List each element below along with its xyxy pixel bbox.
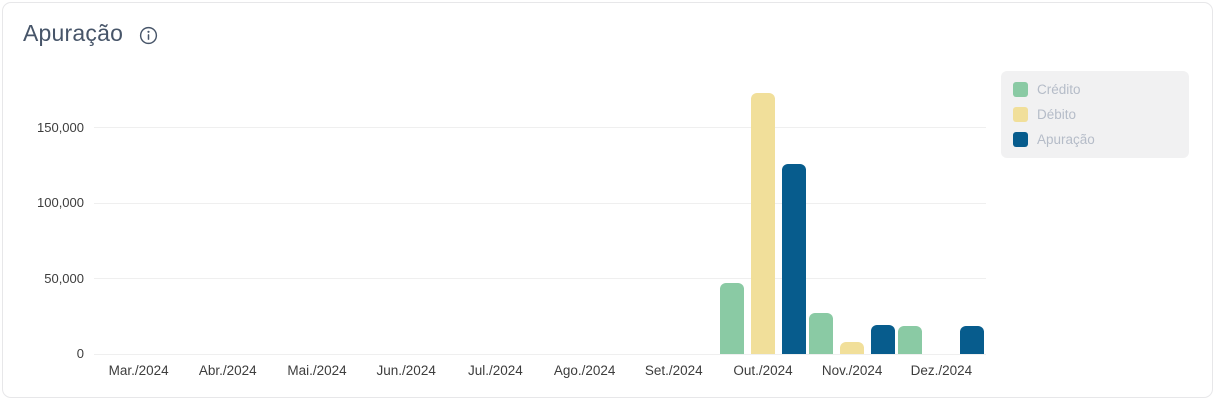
gridline-50,000 [94, 278, 986, 280]
info-icon[interactable] [139, 26, 158, 45]
x-axis-tick-label: Abr./2024 [198, 363, 257, 378]
bar-apuração-Dez./2024[interactable] [960, 326, 985, 354]
x-axis-tick-label: Mai./2024 [287, 363, 347, 378]
legend-item-apuração[interactable]: Apuração [1013, 132, 1177, 147]
x-axis-tick-label: Dez./2024 [910, 363, 973, 378]
y-axis-tick-label: 100,000 [37, 195, 84, 211]
bar-crédito-Out./2024[interactable] [720, 283, 744, 354]
bar-apuração-Out./2024[interactable] [782, 163, 806, 354]
x-axis-tick-label: Set./2024 [644, 363, 703, 378]
legend-item-débito[interactable]: Débito [1013, 107, 1177, 122]
bar-crédito-Dez./2024[interactable] [898, 326, 923, 354]
gridline-100,000 [94, 202, 986, 204]
x-axis-tick-label: Jun./2024 [376, 363, 436, 378]
legend-label: Apuração [1037, 132, 1095, 147]
legend-swatch-icon [1013, 82, 1028, 97]
bar-débito-Out./2024[interactable] [751, 93, 775, 354]
legend-item-crédito[interactable]: Crédito [1013, 82, 1177, 97]
chart-title: Apuração [23, 20, 124, 46]
y-axis-tick-label: 50,000 [44, 270, 84, 286]
bar-débito-Nov./2024[interactable] [840, 341, 865, 354]
bar-crédito-Nov./2024[interactable] [809, 313, 834, 354]
y-axis-tick-label: 150,000 [37, 119, 84, 135]
x-axis-tick-label: Out./2024 [733, 363, 793, 378]
card-header: Apuração [23, 20, 158, 47]
x-axis-tick-label: Nov./2024 [821, 363, 883, 378]
chart-legend: Crédito Débito Apuração [1001, 71, 1189, 158]
legend-swatch-icon [1013, 107, 1028, 122]
legend-swatch-icon [1013, 132, 1028, 147]
legend-label: Crédito [1037, 82, 1081, 97]
x-axis-tick-label: Jul./2024 [467, 363, 523, 378]
gridline-150,000 [94, 127, 986, 129]
y-axis-tick-label: 0 [76, 346, 84, 361]
legend-label: Débito [1037, 107, 1077, 122]
x-axis-tick-label: Ago./2024 [553, 363, 616, 378]
gridline-0 [94, 353, 986, 355]
x-axis-tick-label: Mar./2024 [108, 363, 169, 378]
plot-area: 0 50,000 100,000 150,000 Mar./2024 Abr./2024 M… [37, 90, 986, 378]
bar-apuração-Nov./2024[interactable] [871, 325, 896, 354]
